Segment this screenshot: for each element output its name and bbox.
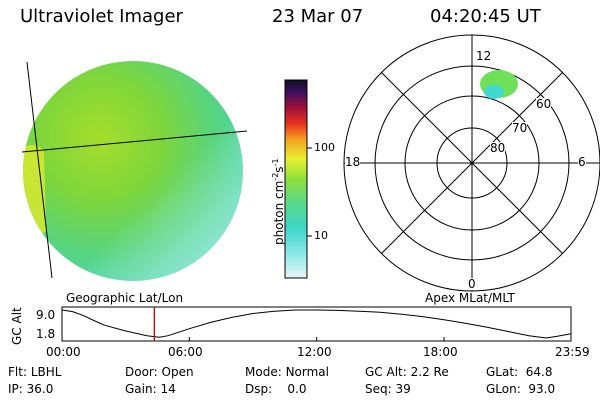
colorbar-tick-label-100: 100 <box>314 141 335 154</box>
footer-flt-value: LBHL <box>30 365 62 379</box>
earth-disk-shading <box>23 61 243 281</box>
colorbar-gradient <box>284 79 308 279</box>
orbit-chart-frame <box>61 306 572 342</box>
footer-glon: GLon: 93.0 <box>486 383 555 395</box>
orbit-xtick-1800: 18:00 <box>423 345 458 359</box>
geographic-label: Geographic Lat/Lon <box>66 291 184 305</box>
footer-ip-key: IP: <box>8 382 23 396</box>
colorbar-tick-label-10: 10 <box>314 229 328 242</box>
footer-gc-alt: GC Alt: 2.2 Re <box>365 366 449 378</box>
orbit-xtick-1200: 12:00 <box>297 345 332 359</box>
orbit-ytick-bottom: 1.8 <box>36 327 56 341</box>
instrument-title: Ultraviolet Imager <box>20 6 183 27</box>
aurora-patch-edge <box>484 85 504 99</box>
mlt-label-18: 18 <box>345 155 361 169</box>
date-label: 23 Mar 07 <box>272 6 364 27</box>
time-label: 04:20:45 UT <box>430 6 541 27</box>
footer-seq: Seq: 39 <box>365 383 411 395</box>
footer-glon-key: GLon: <box>486 382 521 396</box>
orbit-ylabel: GC Alt <box>10 307 24 345</box>
orbit-xtick-2359: 23:59 <box>555 345 590 359</box>
footer-seq-value: 39 <box>395 382 411 396</box>
footer-dsp-value: 0.0 <box>287 382 307 396</box>
polar-diagonal-2 <box>381 72 563 254</box>
mlt-label-6: 6 <box>578 155 586 169</box>
footer-glat: GLat: 64.8 <box>486 366 552 378</box>
footer-door-key: Door: <box>125 365 158 379</box>
mlat-label-70: 70 <box>512 121 528 135</box>
footer-dsp-key: Dsp: <box>245 382 273 396</box>
footer-dsp: Dsp: 0.0 <box>245 383 307 395</box>
footer-mode-value: Normal <box>285 365 329 379</box>
footer-door: Door: Open <box>125 366 194 378</box>
footer-ip: IP: 36.0 <box>8 383 53 395</box>
footer-mode-key: Mode: <box>245 365 282 379</box>
footer-flt-key: Flt: <box>8 365 27 379</box>
orbit-ytick-top: 9.0 <box>36 308 56 322</box>
orbit-xtick-0600: 06:00 <box>168 345 203 359</box>
footer-ip-value: 36.0 <box>26 382 54 396</box>
orbit-altitude-line <box>61 309 572 339</box>
footer-gain: Gain: 14 <box>125 383 176 395</box>
longitude-line <box>26 61 53 279</box>
footer-door-value: Open <box>161 365 194 379</box>
mlat-label-60: 60 <box>536 97 552 111</box>
footer-seq-key: Seq: <box>365 382 392 396</box>
latitude-line <box>21 130 248 153</box>
mlat-label-80: 80 <box>490 141 506 155</box>
footer-gc-alt-key: GC Alt: <box>365 365 407 379</box>
mlt-label-12: 12 <box>476 49 492 63</box>
footer-flt: Flt: LBHL <box>8 366 61 378</box>
footer-mode: Mode: Normal <box>245 366 329 378</box>
mlt-label-0: 0 <box>468 277 476 291</box>
footer-gain-value: 14 <box>160 382 176 396</box>
apex-label: Apex MLat/MLT <box>425 291 515 305</box>
footer-glat-value: 64.8 <box>525 365 553 379</box>
footer-glon-value: 93.0 <box>528 382 556 396</box>
footer-gain-key: Gain: <box>125 382 157 396</box>
footer-gc-alt-value: 2.2 Re <box>410 365 449 379</box>
footer-glat-key: GLat: <box>486 365 519 379</box>
orbit-xtick-0000: 00:00 <box>46 345 81 359</box>
